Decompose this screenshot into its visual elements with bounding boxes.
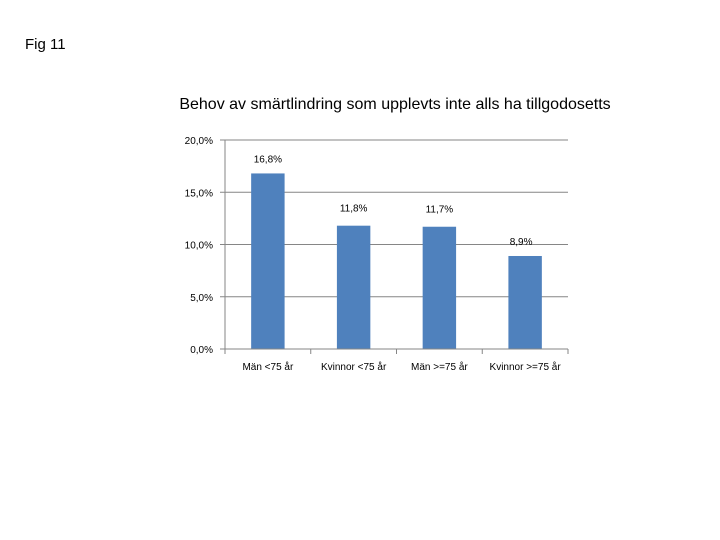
x-tick-label: Män <75 år <box>242 361 294 373</box>
data-label: 16,8% <box>254 154 282 165</box>
x-tick-labels: Män <75 år Kvinnor <75 år Män >=75 år Kvinn… <box>242 361 561 373</box>
data-label: 8,9% <box>510 237 533 248</box>
y-tick-label: 10,0% <box>185 241 213 252</box>
data-label: 11,7% <box>426 205 454 216</box>
axes <box>220 139 569 354</box>
chart-title: Behov av smärtlindring som upplevts inte… <box>179 96 611 113</box>
y-tick-labels: 0,0% 5,0% 10,0% 15,0% 20,0% <box>185 136 213 356</box>
bar <box>336 225 371 349</box>
bar <box>251 173 285 349</box>
x-tick-label: Kvinnor >=75 år <box>490 361 562 373</box>
figure-label: Fig 11 <box>25 36 66 53</box>
y-tick-label: 0,0% <box>190 345 213 356</box>
y-tick-label: 20,0% <box>185 136 213 147</box>
y-tick-label: 15,0% <box>185 188 213 199</box>
bar <box>422 226 457 349</box>
bar <box>508 255 542 349</box>
x-tick-label: Män >=75 år <box>411 361 468 373</box>
x-tick-label: Kvinnor <75 år <box>321 361 387 373</box>
data-labels: 16,8% 11,8% 11,7% 8,9% <box>254 154 533 248</box>
data-label: 11,8% <box>340 204 368 215</box>
bars <box>251 173 542 349</box>
y-tick-label: 5,0% <box>190 293 213 304</box>
